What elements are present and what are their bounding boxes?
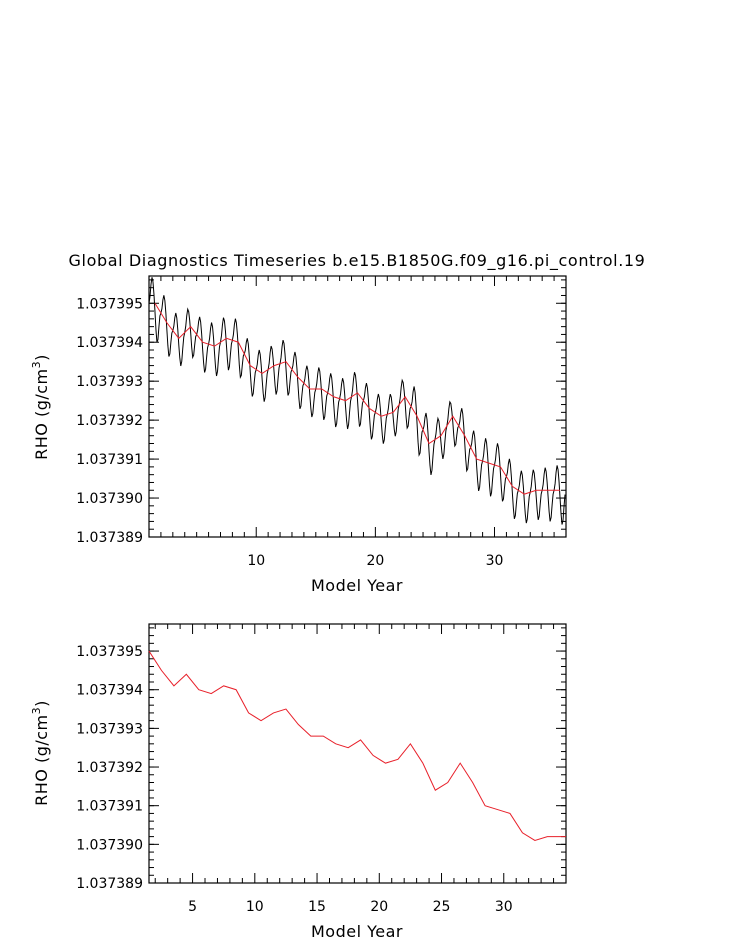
- bottom-x-axis-title: Model Year: [311, 922, 403, 941]
- y-tick-label: 1.037395: [76, 644, 143, 660]
- monthly-mean-line: [148, 277, 566, 525]
- x-tick-label: 20: [370, 899, 388, 915]
- y-tick-label: 1.037395: [76, 296, 143, 312]
- bottom-x-axis: 5 10 15 20 25 30: [154, 624, 567, 915]
- top-plot-series: [148, 277, 566, 525]
- x-tick-label: 30: [486, 553, 504, 569]
- y-tick-label: 1.037393: [76, 374, 143, 390]
- top-y-axis: 1.037389 1.037390 1.037391 1.037392 1.037393…: [76, 279, 566, 546]
- x-tick-label: 25: [433, 899, 451, 915]
- bottom-y-axis: 1.037389 1.037390 1.037391 1.037392 1.037393…: [76, 627, 566, 892]
- bottom-chart-panel: 5 10 15 20 25 30 1.0373891.0373901.0373911.03…: [30, 623, 567, 941]
- chart-title: Global Diagnostics Timeseries b.e15.B185…: [69, 251, 646, 271]
- bottom-plot-frame: [148, 623, 567, 884]
- x-tick-label: 5: [188, 899, 197, 915]
- annual-mean-line: [154, 303, 561, 495]
- y-tick-label: 1.037392: [76, 413, 143, 429]
- top-chart-panel: 10 20 30 1.0373891.0373901.0373911.0373921…: [30, 275, 567, 595]
- y-tick-label: 1.037389: [76, 530, 143, 546]
- bottom-y-axis-title-superscript: 3: [30, 707, 43, 715]
- y-tick-label: 1.037394: [76, 683, 143, 699]
- x-tick-label: 30: [495, 899, 513, 915]
- top-x-axis-title: Model Year: [311, 576, 403, 595]
- x-tick-label: 15: [308, 899, 326, 915]
- y-tick-label: 1.037391: [76, 799, 143, 815]
- y-tick-label: 1.037392: [76, 760, 143, 776]
- bottom-y-axis-title-main: RHO (g/cm: [32, 714, 51, 806]
- y-tick-label: 1.037390: [76, 837, 143, 853]
- bottom-plot-series: [148, 650, 566, 842]
- x-tick-label: 10: [246, 899, 264, 915]
- y-tick-label: 1.037391: [76, 452, 143, 468]
- y-tick-label: 1.037389: [76, 876, 143, 892]
- top-plot-frame: [148, 275, 567, 538]
- top-y-axis-title-superscript: 3: [30, 361, 43, 369]
- top-y-axis-title: RHO (g/cm3): [30, 354, 51, 460]
- bottom-y-axis-title: RHO (g/cm3): [30, 700, 51, 806]
- top-x-axis: 10 20 30: [148, 276, 567, 569]
- x-tick-label: 20: [366, 553, 384, 569]
- y-tick-label: 1.037394: [76, 335, 143, 351]
- annual-mean-line: [148, 650, 566, 842]
- y-tick-label: 1.037393: [76, 721, 143, 737]
- x-tick-label: 10: [247, 553, 265, 569]
- bottom-y-axis-title-tail: ): [32, 700, 51, 707]
- top-y-axis-title-tail: ): [32, 354, 51, 361]
- top-y-axis-title-main: RHO (g/cm: [32, 368, 51, 460]
- y-tick-label: 1.037390: [76, 491, 143, 507]
